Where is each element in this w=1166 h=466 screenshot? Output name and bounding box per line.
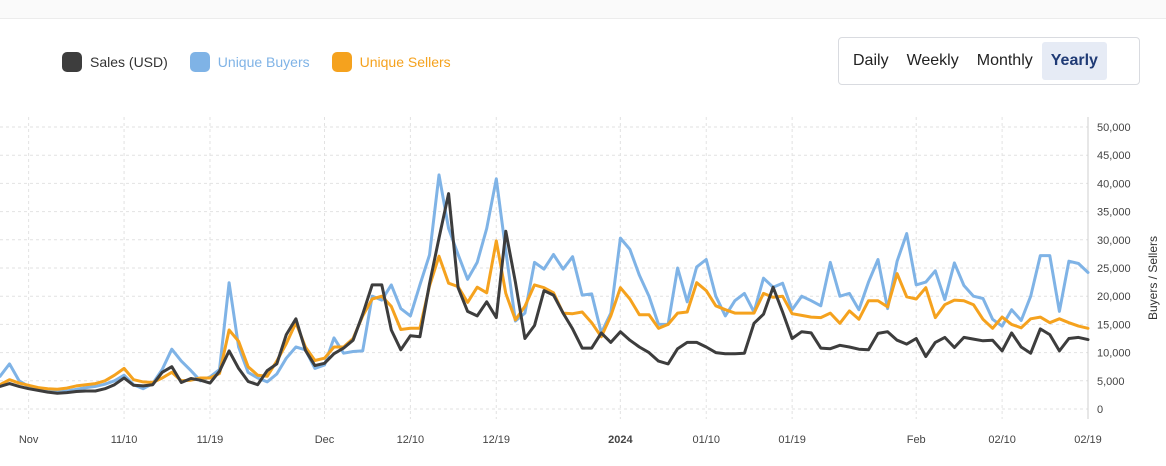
y-tick-label: 30,000 — [1097, 235, 1131, 247]
y-tick-label: 15,000 — [1097, 319, 1131, 331]
y-tick-label: 20,000 — [1097, 291, 1131, 303]
x-tick-label: 11/19 — [197, 434, 224, 446]
x-tick-label: 11/10 — [111, 434, 138, 446]
legend-label-sales: Sales (USD) — [90, 54, 168, 70]
legend-item-sales[interactable]: Sales (USD) — [62, 52, 168, 72]
period-daily-button[interactable]: Daily — [853, 52, 889, 69]
y-tick-label: 45,000 — [1097, 150, 1131, 162]
legend-label-sellers: Unique Sellers — [359, 54, 451, 70]
legend-label-buyers: Unique Buyers — [217, 54, 310, 70]
x-tick-label: Nov — [19, 434, 39, 446]
y-tick-label: 25,000 — [1097, 263, 1131, 275]
legend-item-sellers[interactable]: Unique Sellers — [331, 52, 451, 72]
legend-item-buyers[interactable]: Unique Buyers — [189, 52, 310, 72]
x-tick-label: 01/10 — [692, 434, 720, 446]
legend-swatch-buyers — [189, 52, 210, 72]
chart-legend: Sales (USD) Unique Buyers Unique Sellers — [62, 52, 451, 72]
period-monthly-button[interactable]: Monthly — [976, 52, 1033, 69]
line-chart: 0 5,000 10,000 15,000 20,000 25,000 30,000 35,0… — [0, 117, 1160, 446]
x-tick-label: Feb — [907, 434, 926, 446]
series-line-sales-usd — [0, 192, 1090, 395]
period-yearly-button[interactable]: Yearly — [1041, 42, 1107, 80]
y-tick-label: 10,000 — [1097, 348, 1131, 360]
x-tick-label: 12/19 — [483, 434, 511, 446]
x-tick-label: 01/19 — [778, 434, 806, 446]
y-tick-label: 35,000 — [1097, 207, 1131, 219]
period-weekly-button[interactable]: Weekly — [906, 52, 959, 69]
legend-swatch-sellers — [331, 52, 352, 72]
x-tick-label: 2024 — [608, 434, 633, 446]
y-tick-label: 40,000 — [1097, 178, 1131, 190]
y-tick-label: 5,000 — [1097, 376, 1125, 388]
y-tick-label: 50,000 — [1097, 122, 1131, 134]
y-axis-title: Buyers / Sellers — [1146, 236, 1160, 320]
x-tick-label: 12/10 — [397, 434, 425, 446]
top-bar — [0, 0, 1166, 19]
x-tick-label: 02/19 — [1074, 434, 1102, 446]
series-line-unique-buyers — [0, 173, 1090, 394]
y-tick-label: 0 — [1097, 404, 1103, 416]
x-tick-label: Dec — [315, 434, 335, 446]
x-tick-label: 02/10 — [988, 434, 1016, 446]
period-toggle: Daily Weekly Monthly Yearly — [838, 37, 1140, 85]
legend-swatch-sales — [62, 52, 82, 72]
